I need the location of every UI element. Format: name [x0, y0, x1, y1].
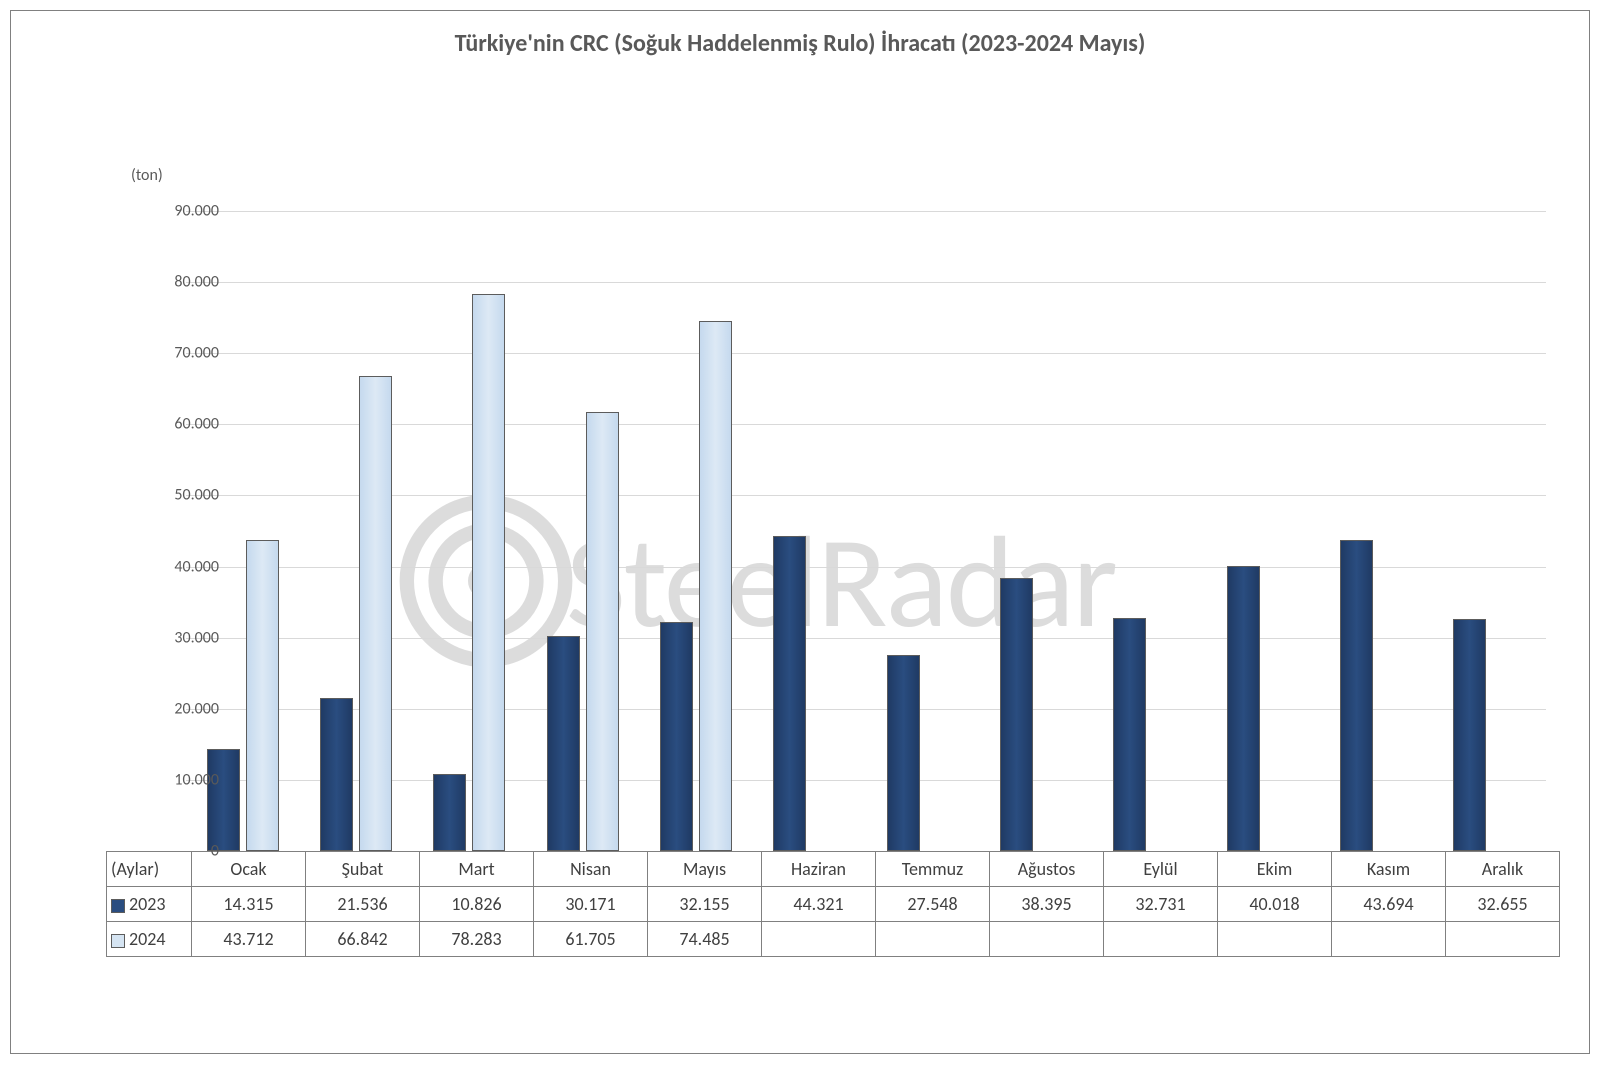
data-cell: 40.018 [1218, 887, 1332, 922]
data-cell: 27.548 [876, 887, 990, 922]
y-tick-label: 40.000 [159, 557, 219, 576]
data-cell: 43.694 [1332, 887, 1446, 922]
gridline [186, 211, 1546, 212]
y-tick-label: 0 [159, 842, 219, 861]
data-cell [762, 922, 876, 957]
data-cell [990, 922, 1104, 957]
bar-2023-haziran [773, 536, 806, 851]
month-header: Mayıs [648, 852, 762, 887]
month-header: Şubat [306, 852, 420, 887]
watermark-text: SteelRadar [566, 502, 1116, 661]
data-cell: 10.826 [420, 887, 534, 922]
data-cell: 66.842 [306, 922, 420, 957]
month-header: Ekim [1218, 852, 1332, 887]
table-row-2023: 2023 14.315 21.536 10.826 30.171 32.155 … [107, 887, 1560, 922]
plot-area: SteelRadar [186, 211, 1546, 851]
y-tick-label: 90.000 [159, 202, 219, 221]
data-cell: 78.283 [420, 922, 534, 957]
y-tick-label: 10.000 [159, 770, 219, 789]
chart-container: Türkiye'nin CRC (Soğuk Haddelenmiş Rulo)… [10, 10, 1590, 1054]
bar-2023-ocak [207, 749, 240, 851]
bar-2023-şubat [320, 698, 353, 851]
bar-2024-ocak [246, 540, 279, 851]
gridline [186, 353, 1546, 354]
legend-marker-2023-icon [111, 899, 125, 913]
data-table: (Aylar) Ocak Şubat Mart Nisan Mayıs Hazi… [106, 851, 1560, 957]
y-tick-label: 60.000 [159, 415, 219, 434]
y-tick-label: 30.000 [159, 628, 219, 647]
data-cell: 32.155 [648, 887, 762, 922]
data-cell: 61.705 [534, 922, 648, 957]
bar-2024-mayıs [699, 321, 732, 851]
bar-2023-nisan [547, 636, 580, 851]
gridline [186, 282, 1546, 283]
data-cell: 32.655 [1446, 887, 1560, 922]
legend-marker-2024-icon [111, 934, 125, 948]
month-header: Haziran [762, 852, 876, 887]
bar-2024-mart [472, 294, 505, 851]
bar-2023-mayıs [660, 622, 693, 851]
table-header-row: (Aylar) Ocak Şubat Mart Nisan Mayıs Hazi… [107, 852, 1560, 887]
month-header: Kasım [1332, 852, 1446, 887]
bar-2023-ağustos [1000, 578, 1033, 851]
bar-2023-aralık [1453, 619, 1486, 851]
bar-2023-temmuz [887, 655, 920, 851]
data-cell: 43.712 [192, 922, 306, 957]
data-cell [1332, 922, 1446, 957]
data-cell: 74.485 [648, 922, 762, 957]
data-cell: 21.536 [306, 887, 420, 922]
bar-2024-nisan [586, 412, 619, 851]
series-label-2023: 2023 [107, 887, 192, 922]
month-header: Aralık [1446, 852, 1560, 887]
month-header: Mart [420, 852, 534, 887]
data-cell: 32.731 [1104, 887, 1218, 922]
data-cell [1218, 922, 1332, 957]
bar-2023-ekim [1227, 566, 1260, 851]
data-cell [1104, 922, 1218, 957]
bar-2024-şubat [359, 376, 392, 851]
month-header: Nisan [534, 852, 648, 887]
chart-title: Türkiye'nin CRC (Soğuk Haddelenmiş Rulo)… [11, 29, 1589, 58]
y-tick-label: 50.000 [159, 486, 219, 505]
data-cell: 14.315 [192, 887, 306, 922]
bar-2023-eylül [1113, 618, 1146, 851]
data-cell: 30.171 [534, 887, 648, 922]
month-header: Temmuz [876, 852, 990, 887]
bar-2023-mart [433, 774, 466, 851]
data-cell [876, 922, 990, 957]
table-row-2024: 2024 43.712 66.842 78.283 61.705 74.485 [107, 922, 1560, 957]
data-cell: 38.395 [990, 887, 1104, 922]
month-header: Eylül [1104, 852, 1218, 887]
data-cell [1446, 922, 1560, 957]
bar-2023-kasım [1340, 540, 1373, 851]
data-cell: 44.321 [762, 887, 876, 922]
month-header: Ağustos [990, 852, 1104, 887]
y-axis-unit-label: (ton) [131, 166, 163, 185]
y-tick-label: 80.000 [159, 273, 219, 292]
series-label-2024: 2024 [107, 922, 192, 957]
y-tick-label: 20.000 [159, 699, 219, 718]
y-tick-label: 70.000 [159, 344, 219, 363]
